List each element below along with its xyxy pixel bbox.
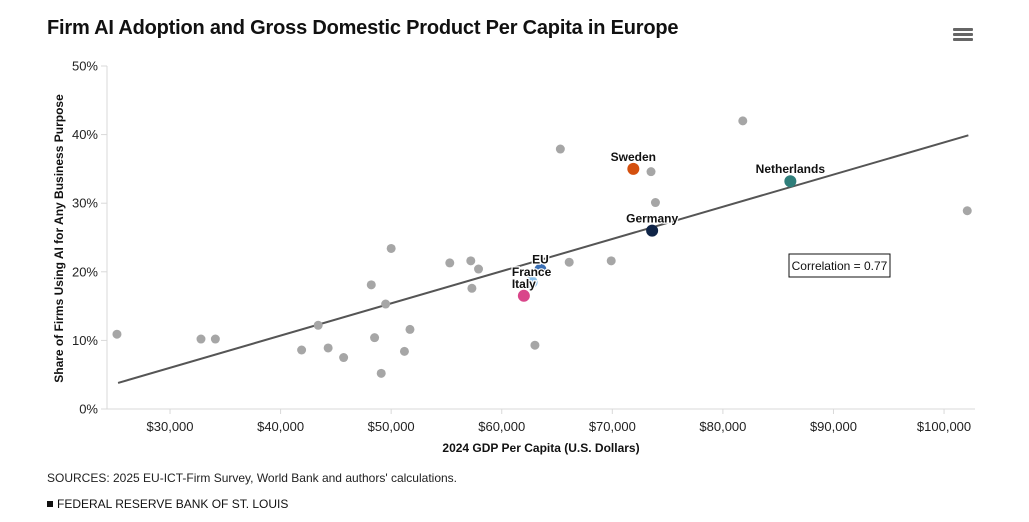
- x-tick-label: $50,000: [368, 419, 415, 434]
- trendline-group: [117, 134, 969, 384]
- data-point: [313, 320, 323, 330]
- point-label-sweden: Sweden: [611, 150, 656, 164]
- highlighted-points-group: [517, 162, 797, 302]
- highlighted-point-sweden: [627, 162, 640, 175]
- highlighted-point-netherlands: [784, 175, 797, 188]
- data-point: [405, 324, 415, 334]
- correlation-label: Correlation = 0.77: [792, 259, 888, 273]
- data-point: [555, 144, 565, 154]
- data-point: [467, 283, 477, 293]
- data-point: [196, 334, 206, 344]
- brand-name: FEDERAL RESERVE BANK OF ST. LOUIS: [57, 497, 289, 511]
- menu-bar: [953, 33, 973, 36]
- chart-title: Firm AI Adoption and Gross Domestic Prod…: [47, 17, 679, 39]
- data-point: [112, 329, 122, 339]
- y-axis-title: Share of Firms Using AI for Any Business…: [52, 94, 66, 383]
- y-tick-label: 20%: [72, 264, 98, 279]
- highlighted-point-eu: [534, 263, 547, 276]
- data-point: [339, 353, 349, 363]
- brand-footer: FEDERAL RESERVE BANK OF ST. LOUIS: [47, 497, 288, 511]
- data-point: [210, 334, 220, 344]
- y-tick-label: 10%: [72, 333, 98, 348]
- data-point: [646, 167, 656, 177]
- annotation-group: Correlation = 0.77: [788, 253, 891, 278]
- sources-note: SOURCES: 2025 EU-ICT-Firm Survey, World …: [47, 471, 457, 485]
- highlighted-point-france: [525, 276, 538, 289]
- highlighted-point-italy: [517, 289, 530, 302]
- data-point: [962, 206, 972, 216]
- data-point: [445, 258, 455, 268]
- point-label-eu: EU: [532, 253, 549, 267]
- data-point: [466, 256, 476, 266]
- data-point: [386, 243, 396, 253]
- data-point: [474, 264, 484, 274]
- data-point: [323, 343, 333, 353]
- x-tick-label: $100,000: [917, 419, 971, 434]
- data-point: [381, 299, 391, 309]
- x-axis-title: 2024 GDP Per Capita (U.S. Dollars): [442, 441, 639, 455]
- correlation-box: [788, 253, 891, 278]
- x-tick-label: $80,000: [699, 419, 746, 434]
- brand-square-icon: [47, 500, 53, 507]
- data-point: [530, 340, 540, 350]
- axes: 0% 10% 20% 30% 40% 50% $30,000 $40,000 $50,000 $6…: [72, 59, 975, 434]
- x-tick-label: $90,000: [810, 419, 857, 434]
- point-label-france: France: [512, 265, 552, 279]
- y-tick-label: 50%: [72, 59, 98, 74]
- data-point: [738, 116, 748, 126]
- y-tick-label: 30%: [72, 196, 98, 211]
- menu-bar: [953, 38, 973, 41]
- data-point: [564, 257, 574, 267]
- data-point: [606, 256, 616, 266]
- x-tick-label: $40,000: [257, 419, 304, 434]
- x-tick-label: $30,000: [147, 419, 194, 434]
- y-tick-label: 0%: [79, 402, 98, 417]
- data-point: [650, 198, 660, 208]
- menu-bar: [953, 28, 973, 31]
- point-label-italy: Italy: [512, 277, 536, 291]
- highlighted-point-germany: [646, 224, 659, 237]
- trendline: [117, 134, 969, 384]
- point-label-netherlands: Netherlands: [756, 162, 826, 176]
- data-point: [376, 368, 386, 378]
- point-label-germany: Germany: [626, 212, 678, 226]
- y-tick-label: 40%: [72, 127, 98, 142]
- data-point: [297, 345, 307, 355]
- hamburger-menu-icon[interactable]: [953, 28, 973, 44]
- x-tick-label: $70,000: [589, 419, 636, 434]
- data-point: [366, 280, 376, 290]
- points-group: [112, 116, 972, 378]
- x-tick-label: $60,000: [478, 419, 525, 434]
- data-point: [399, 346, 409, 356]
- data-point: [370, 333, 380, 343]
